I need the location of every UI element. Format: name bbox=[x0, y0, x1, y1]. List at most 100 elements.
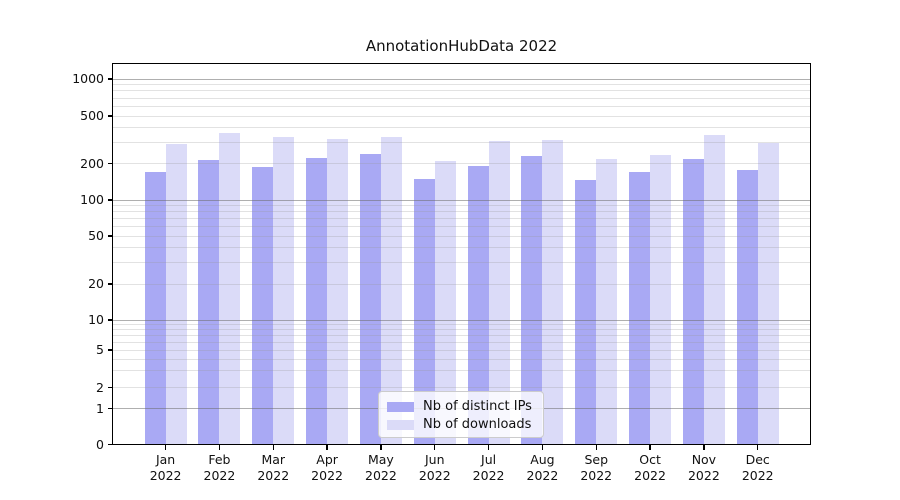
x-tick-label-sep: Sep 2022 bbox=[580, 452, 613, 483]
bar-downloads-jan bbox=[165, 144, 187, 444]
y-tick-label-20: 20 bbox=[88, 276, 104, 291]
y-tick-label-2: 2 bbox=[96, 379, 104, 395]
gridline-70 bbox=[113, 218, 810, 220]
x-tick-label-aug: Aug 2022 bbox=[526, 452, 559, 483]
y-tick-mark-2 bbox=[107, 386, 112, 389]
bar-downloads-feb bbox=[219, 133, 241, 444]
gridline-9 bbox=[113, 324, 810, 326]
gridline-50 bbox=[113, 235, 810, 237]
x-tick-mark-feb bbox=[218, 445, 221, 450]
y-tick-mark-10 bbox=[107, 319, 112, 321]
gridline-30 bbox=[113, 262, 810, 264]
y-tick-label-1000: 1000 bbox=[72, 71, 104, 86]
gridline-8 bbox=[113, 329, 810, 331]
bar-distinct-ips-jan bbox=[144, 171, 166, 444]
bar-distinct-ips-jun bbox=[413, 179, 435, 444]
bar-downloads-jun bbox=[434, 160, 456, 444]
gridline-5 bbox=[113, 349, 810, 351]
x-tick-label-jan: Jan 2022 bbox=[149, 452, 182, 483]
bar-downloads-aug bbox=[542, 140, 564, 444]
legend-item-distinct-ips: Nb of distinct IPs bbox=[387, 398, 543, 415]
gridline-80 bbox=[113, 211, 810, 213]
x-tick-label-feb: Feb 2022 bbox=[203, 452, 236, 483]
gridline-60 bbox=[113, 226, 810, 228]
x-tick-mark-dec bbox=[757, 445, 759, 450]
x-tick-mark-mar bbox=[272, 445, 274, 450]
legend-label-distinct-ips: Nb of distinct IPs bbox=[423, 399, 532, 414]
gridline-300 bbox=[113, 141, 810, 143]
bar-distinct-ips-may bbox=[359, 154, 381, 444]
legend-swatch-downloads bbox=[387, 419, 414, 430]
x-tick-label-oct: Oct 2022 bbox=[634, 452, 666, 483]
x-tick-mark-may bbox=[380, 445, 382, 450]
x-tick-mark-jun bbox=[434, 445, 436, 450]
x-tick-label-jul: Jul 2022 bbox=[472, 452, 505, 483]
gridline-40 bbox=[113, 247, 810, 249]
gridline-7 bbox=[113, 334, 810, 336]
gridline-400 bbox=[113, 127, 810, 129]
legend: Nb of distinct IPs Nb of downloads bbox=[378, 391, 544, 438]
bar-distinct-ips-apr bbox=[306, 157, 328, 444]
bar-downloads-nov bbox=[703, 134, 725, 444]
gridline-900 bbox=[113, 84, 810, 86]
x-tick-mark-nov bbox=[703, 445, 705, 450]
gridline-800 bbox=[113, 90, 810, 92]
y-tick-label-1: 1 bbox=[96, 400, 104, 416]
x-tick-mark-jan bbox=[164, 445, 167, 450]
y-tick-mark-1000 bbox=[107, 78, 112, 80]
y-tick-mark-200 bbox=[107, 162, 112, 165]
gridline-600 bbox=[113, 105, 810, 107]
gridline-700 bbox=[113, 97, 810, 99]
y-tick-mark-50 bbox=[107, 235, 112, 237]
x-tick-label-jun: Jun 2022 bbox=[418, 452, 451, 483]
x-tick-mark-jul bbox=[487, 445, 490, 450]
y-tick-label-10: 10 bbox=[88, 312, 104, 327]
chart-title: AnnotationHubData 2022 bbox=[365, 37, 558, 55]
bar-downloads-dec bbox=[757, 143, 779, 444]
bars-layer bbox=[113, 64, 810, 444]
y-tick-mark-1 bbox=[107, 407, 112, 410]
gridline-2 bbox=[113, 387, 810, 388]
x-tick-mark-sep bbox=[595, 445, 597, 450]
bar-distinct-ips-jul bbox=[467, 165, 489, 444]
x-tick-mark-apr bbox=[326, 445, 328, 450]
y-tick-mark-500 bbox=[107, 115, 112, 117]
x-tick-mark-oct bbox=[649, 445, 651, 450]
gridline-3 bbox=[113, 370, 810, 372]
gridline-6 bbox=[113, 341, 810, 343]
x-tick-label-may: May 2022 bbox=[365, 452, 397, 483]
gridline-100 bbox=[113, 199, 810, 201]
bar-distinct-ips-oct bbox=[629, 172, 651, 444]
x-tick-label-mar: Mar 2022 bbox=[257, 452, 290, 483]
x-tick-label-dec: Dec 2022 bbox=[741, 452, 774, 483]
y-tick-label-200: 200 bbox=[80, 155, 104, 171]
bar-distinct-ips-feb bbox=[198, 159, 220, 444]
x-tick-mark-aug bbox=[541, 445, 544, 450]
bar-downloads-apr bbox=[327, 139, 349, 444]
plot-area bbox=[112, 63, 811, 445]
legend-label-downloads: Nb of downloads bbox=[423, 417, 532, 432]
y-tick-mark-100 bbox=[107, 199, 112, 201]
x-tick-label-apr: Apr 2022 bbox=[311, 452, 343, 483]
gridline-4 bbox=[113, 358, 810, 360]
gridline-200 bbox=[113, 163, 810, 164]
y-tick-label-100: 100 bbox=[80, 192, 104, 207]
bar-distinct-ips-sep bbox=[575, 179, 597, 444]
gridline-500 bbox=[113, 115, 810, 117]
y-tick-label-0: 0 bbox=[96, 436, 104, 452]
y-tick-label-50: 50 bbox=[88, 228, 104, 243]
gridline-90 bbox=[113, 204, 810, 206]
bar-distinct-ips-aug bbox=[521, 155, 543, 444]
bar-downloads-mar bbox=[273, 136, 295, 444]
bar-downloads-jul bbox=[488, 141, 510, 444]
bar-downloads-sep bbox=[596, 158, 618, 444]
bar-distinct-ips-nov bbox=[682, 159, 704, 444]
gridline-20 bbox=[113, 283, 810, 285]
bar-downloads-may bbox=[380, 136, 402, 444]
gridline-1000 bbox=[113, 78, 810, 80]
grid-layer bbox=[113, 64, 810, 444]
bar-downloads-oct bbox=[650, 154, 672, 444]
y-tick-label-5: 5 bbox=[96, 342, 104, 357]
legend-swatch-distinct-ips bbox=[387, 401, 414, 412]
